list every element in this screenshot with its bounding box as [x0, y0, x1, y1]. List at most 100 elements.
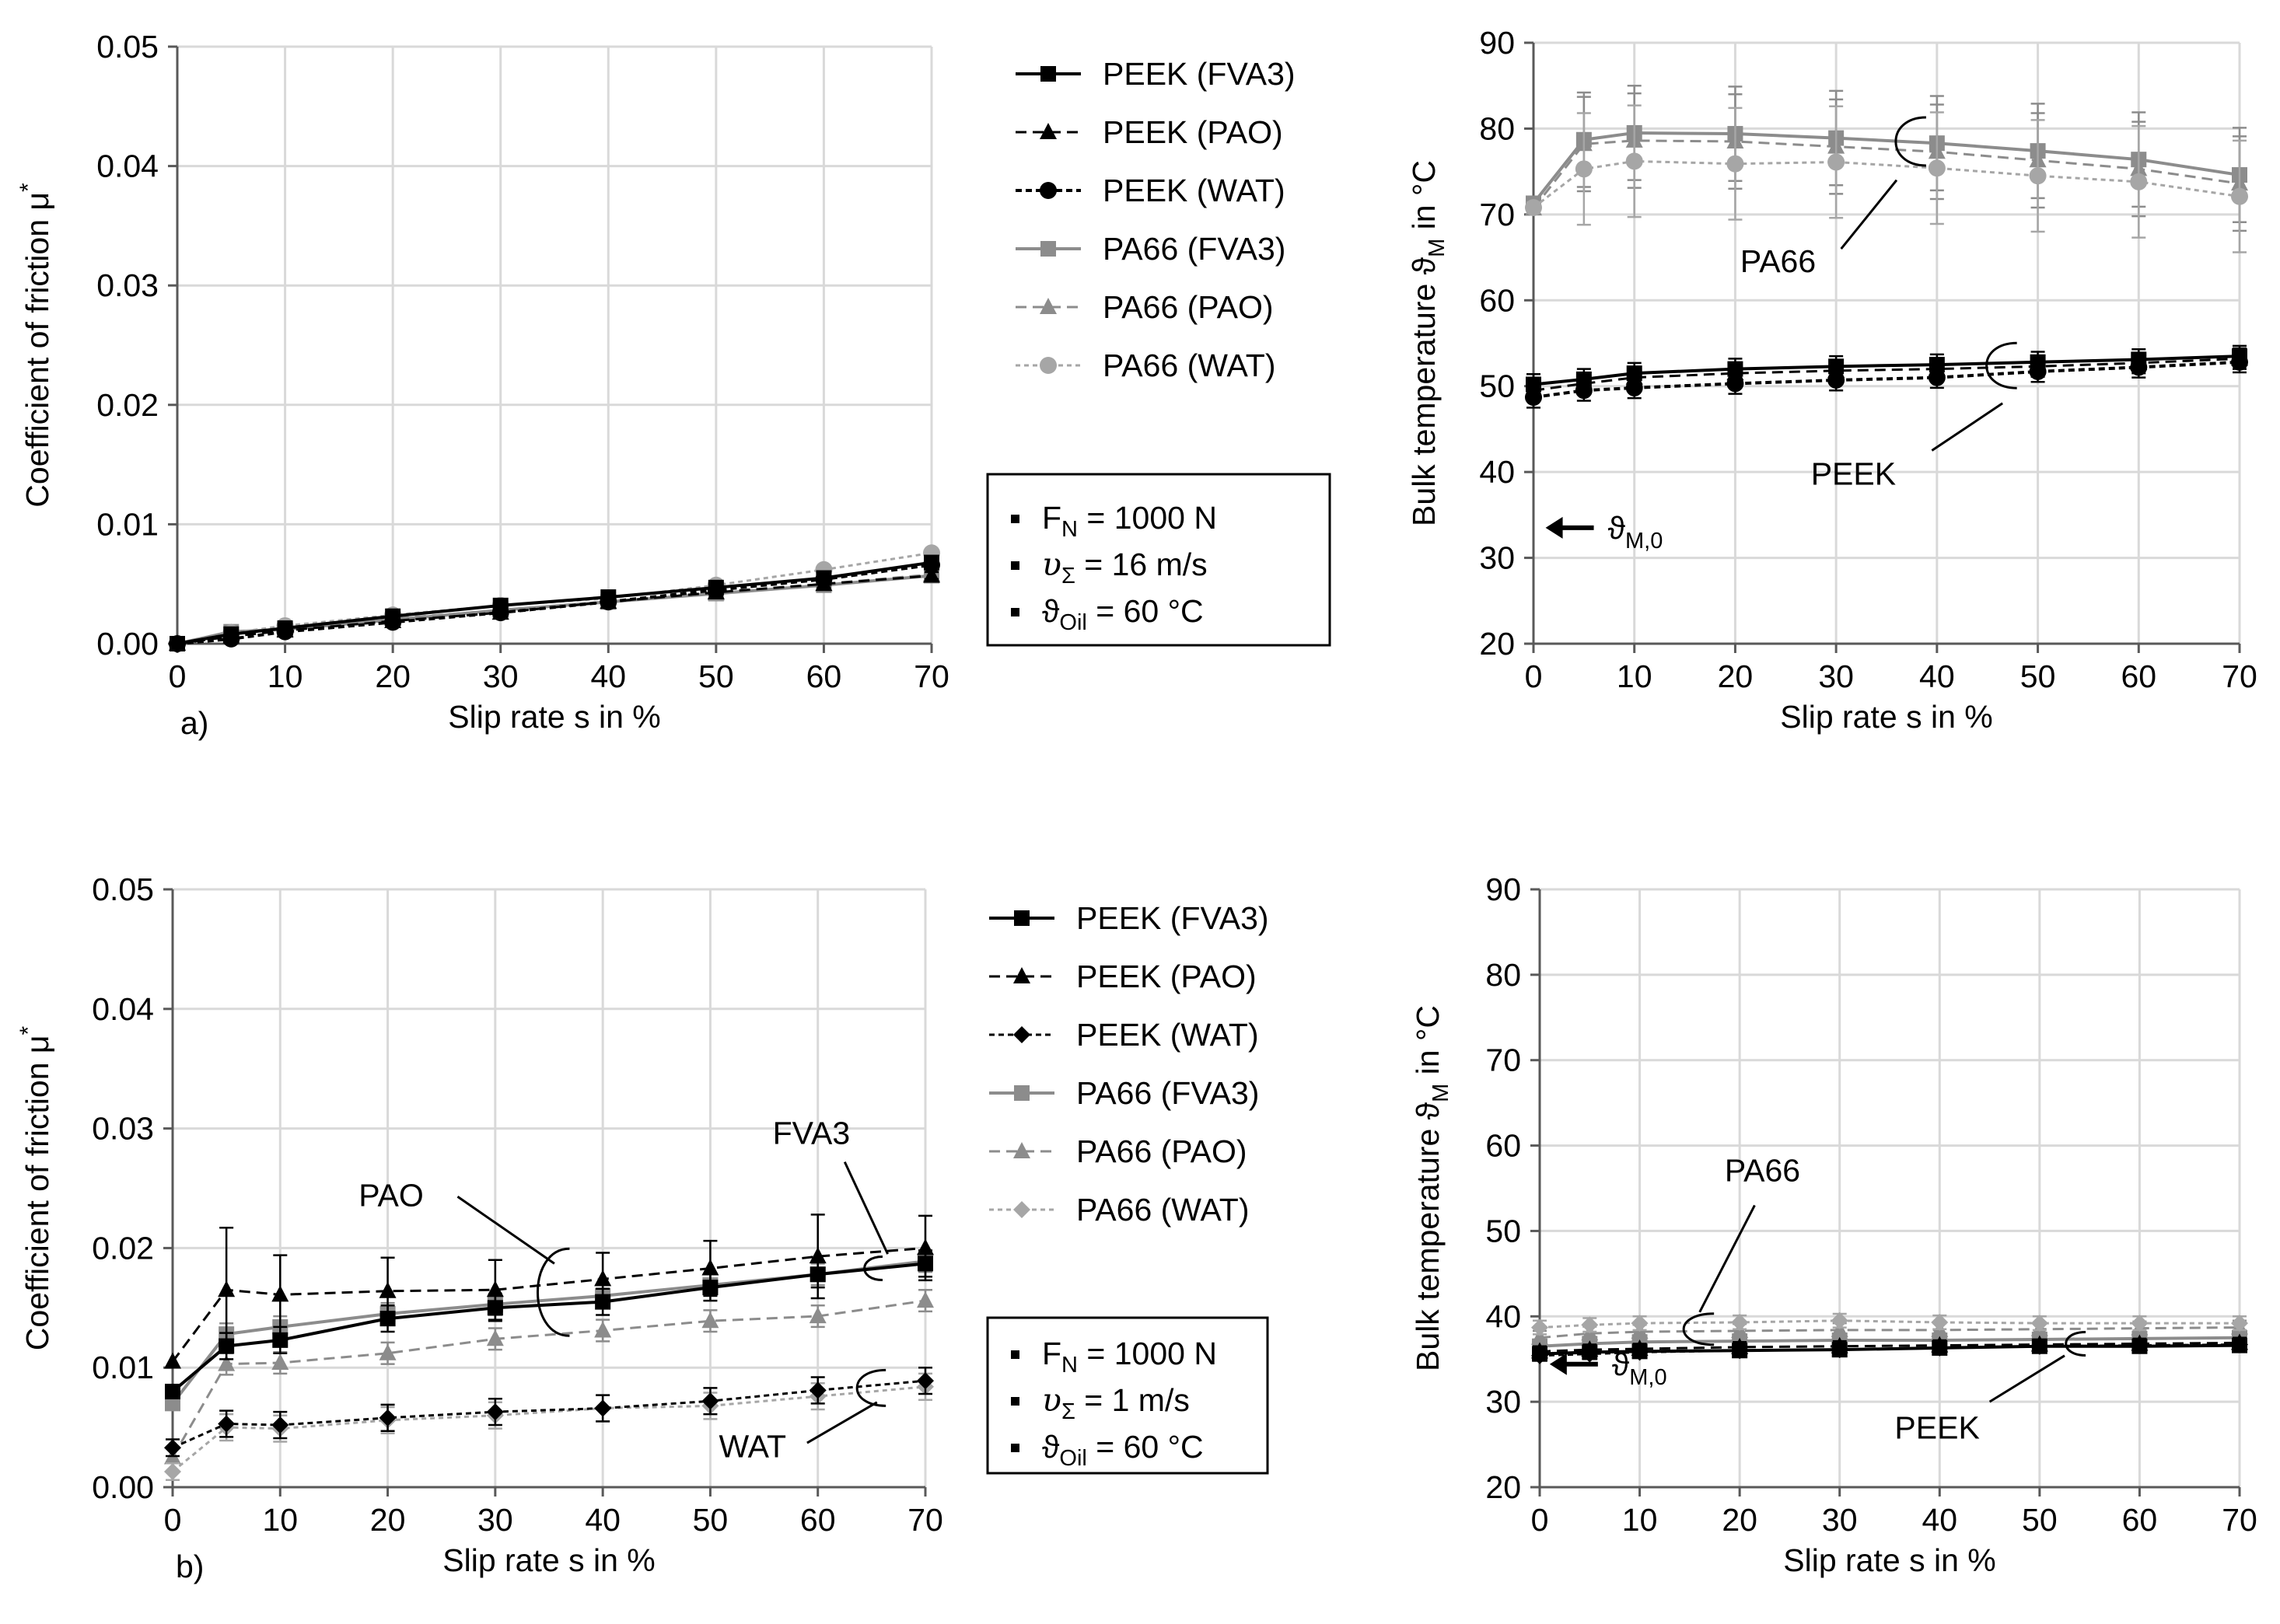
legend-item: PA66 (FVA3) — [989, 1075, 1259, 1111]
cond-f: F — [1042, 1336, 1061, 1371]
annotation-bracket — [863, 1256, 883, 1282]
data-point — [164, 1352, 181, 1369]
data-point — [2131, 1315, 2149, 1332]
y-tick-label: 80 — [1485, 957, 1521, 993]
data-point — [1531, 1318, 1548, 1336]
cond-t: ϑ — [1042, 593, 1060, 629]
y-axis-label: Bulk temperature ϑM in °C — [1410, 1005, 1453, 1371]
data-point — [1581, 1345, 1599, 1363]
data-point — [486, 1329, 504, 1346]
legend-marker — [1013, 967, 1030, 983]
annotation-pa66: PA66 — [1725, 1153, 1800, 1189]
annotation-bracket — [2065, 1330, 2086, 1357]
y-tick-label: 70 — [1485, 1043, 1521, 1078]
condition-oil-temp: ϑOil = 60 °C — [1042, 1429, 1204, 1471]
data-point — [2029, 167, 2047, 185]
legend-label: PEEK (PAO) — [1076, 959, 1257, 994]
data-point — [1531, 1328, 1548, 1345]
cond-t-sub: Oil — [1059, 1446, 1086, 1471]
data-point — [1827, 153, 1845, 171]
x-tick-label: 50 — [698, 658, 734, 694]
data-point — [2130, 173, 2148, 190]
x-tick-label: 70 — [2222, 658, 2257, 694]
data-point — [917, 1372, 934, 1390]
data-point — [2130, 358, 2148, 376]
y-tick-label: 20 — [1485, 1469, 1521, 1505]
legend-label: PA66 (FVA3) — [1076, 1075, 1259, 1111]
annotation-theta-m0: ϑM,0 — [1608, 510, 1663, 554]
y-tick-label: 80 — [1479, 110, 1515, 146]
data-point — [384, 613, 402, 631]
y-tick-label: 70 — [1479, 197, 1515, 232]
data-point — [165, 1395, 180, 1412]
y-axis-label-tail: in °C — [1410, 1005, 1446, 1084]
x-tick-label: 0 — [164, 1502, 182, 1538]
cond-f: F — [1042, 500, 1061, 536]
x-tick-label: 70 — [907, 1502, 943, 1538]
condition-oil-temp: ϑOil = 60 °C — [1042, 593, 1204, 635]
y-tick-label: 0.03 — [92, 1111, 154, 1147]
cond-v-val: = 1 m/s — [1075, 1382, 1190, 1418]
data-point — [491, 604, 509, 622]
x-tick-label: 20 — [375, 658, 411, 694]
data-point — [271, 1416, 289, 1434]
data-point — [271, 1285, 289, 1302]
x-tick-label: 60 — [2122, 1502, 2158, 1538]
data-point — [2131, 1336, 2149, 1354]
cond-f-sub: N — [1061, 517, 1078, 542]
data-point — [2231, 187, 2248, 205]
y-tick-label: 30 — [1479, 540, 1515, 576]
legend-marker — [1040, 123, 1057, 139]
conditions-frame — [986, 1316, 1269, 1475]
x-tick-label: 40 — [1919, 658, 1955, 694]
y-axis-label: Coefficient of friction μ* — [16, 183, 55, 508]
y-axis-label-sub: M — [1428, 1084, 1453, 1102]
x-tick-label: 60 — [2121, 658, 2156, 694]
legend-label: PEEK (FVA3) — [1076, 900, 1269, 936]
bullet — [1011, 561, 1019, 570]
data-point — [1831, 1341, 1848, 1359]
theta: ϑ — [1612, 1346, 1630, 1382]
data-point — [222, 630, 240, 648]
data-point — [1827, 371, 1845, 389]
y-axis-label-sup: * — [16, 1025, 41, 1035]
x-tick-label: 40 — [1922, 1502, 1957, 1538]
legend: PEEK (FVA3) PEEK (PAO) PEEK (WAT) PA66 (FVA… — [989, 900, 1269, 1228]
annotation-leader — [456, 1196, 555, 1265]
legend-label: PEEK (WAT) — [1076, 1017, 1259, 1053]
legend-label: PA66 (PAO) — [1076, 1133, 1247, 1169]
cond-t-sub: Oil — [1059, 610, 1086, 635]
data-point — [1831, 1311, 1848, 1329]
data-point — [809, 1247, 827, 1264]
cond-v-val: = 16 m/s — [1075, 547, 1208, 582]
data-point — [1625, 379, 1643, 396]
annotation-peek: PEEK — [1811, 456, 1896, 492]
cond-v-sub: Σ — [1061, 1399, 1075, 1424]
y-tick-label: 60 — [1479, 282, 1515, 318]
cond-t: ϑ — [1042, 1429, 1060, 1465]
data-point — [594, 1270, 612, 1287]
x-axis-label: Slip rate s in % — [448, 699, 660, 735]
y-tick-label: 0.00 — [92, 1469, 154, 1505]
data-point — [2029, 362, 2047, 380]
data-point — [1928, 159, 1946, 177]
legend-label: PA66 (WAT) — [1076, 1192, 1249, 1228]
annotation-fva3: FVA3 — [773, 1116, 851, 1151]
x-tick-label: 10 — [268, 658, 303, 694]
data-point — [1726, 375, 1744, 393]
annotation-bracket — [537, 1247, 570, 1337]
data-point — [218, 1354, 236, 1371]
legend-marker — [1014, 1085, 1030, 1101]
series-line — [171, 1246, 926, 1363]
annotation-bracket — [1682, 1312, 1715, 1346]
legend-marker — [1013, 1026, 1030, 1043]
series-line — [1533, 357, 2240, 392]
x-tick-label: 20 — [1722, 1502, 1757, 1538]
data-point — [2231, 1315, 2248, 1332]
y-tick-label: 0.02 — [92, 1230, 154, 1266]
data-point — [2231, 1336, 2248, 1353]
legend-marker — [1040, 241, 1056, 257]
x-axis-label: Slip rate s in % — [1780, 699, 1992, 735]
